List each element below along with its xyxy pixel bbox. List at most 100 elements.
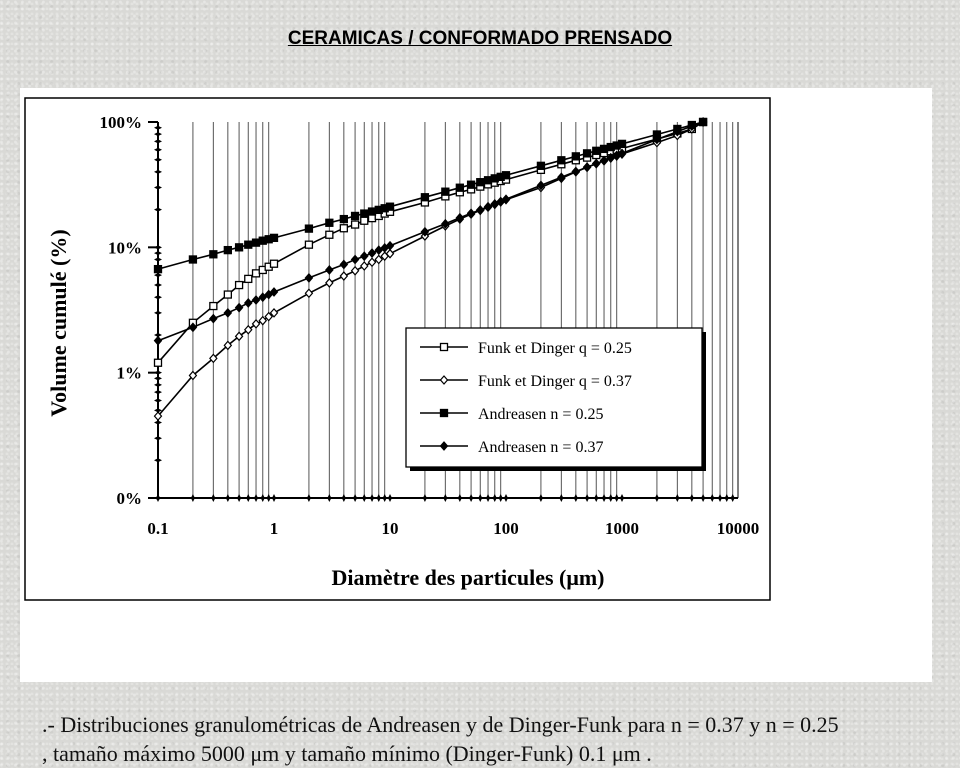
data-point: [153, 335, 163, 346]
data-point: [475, 204, 485, 215]
data-point: [243, 298, 253, 308]
x-tick-label: 1000: [605, 519, 639, 538]
x-tick-label: 1: [270, 519, 279, 538]
data-point: [251, 295, 261, 305]
data-point: [455, 212, 465, 223]
data-point: [304, 240, 314, 249]
data-point: [466, 208, 476, 219]
data-point: [304, 224, 314, 233]
data-point: [536, 161, 546, 170]
data-point: [617, 148, 627, 159]
data-point: [367, 248, 377, 258]
data-point: [339, 224, 348, 233]
data-point: [269, 287, 279, 297]
data-point: [209, 313, 218, 324]
data-point: [188, 322, 198, 333]
data-point: [571, 152, 580, 161]
data-point: [339, 259, 349, 270]
data-point: [269, 259, 279, 268]
data-point: [234, 243, 244, 252]
data-point: [359, 261, 369, 271]
data-point: [374, 254, 384, 265]
data-point: [269, 307, 279, 318]
data-point: [617, 139, 627, 149]
data-point: [251, 238, 261, 247]
data-point: [483, 201, 493, 212]
data-point: [385, 248, 395, 259]
legend-entry: Funk et Dinger q = 0.37: [420, 373, 632, 390]
data-point: [374, 245, 384, 256]
data-point: [360, 216, 369, 225]
data-point: [599, 144, 609, 154]
legend-label: Andreasen n = 0.37: [478, 439, 603, 456]
data-point: [244, 274, 253, 284]
data-point: [325, 218, 334, 227]
data-point: [571, 166, 581, 177]
data-point: [350, 265, 360, 276]
data-point: [592, 146, 601, 155]
data-point: [536, 180, 546, 191]
legend: Funk et Dinger q = 0.25 Funk et Dinger q …: [405, 327, 706, 471]
data-point: [325, 230, 334, 239]
data-point: [223, 290, 232, 299]
legend-entry: Andreasen n = 0.37: [420, 439, 603, 456]
data-point: [698, 117, 708, 127]
series-4: [153, 117, 708, 346]
y-tick-label: 1%: [117, 364, 143, 383]
legend-label: Funk et Dinger q = 0.25: [478, 340, 632, 357]
data-point: [687, 121, 697, 131]
data-point: [385, 202, 395, 211]
data-point: [304, 288, 314, 299]
data-point: [258, 315, 268, 326]
caption-line-2: , tamaño máximo 5000 μm y tamaño mínimo …: [42, 741, 652, 766]
data-point: [223, 307, 233, 318]
data-point: [209, 353, 218, 364]
caption-line-1: .- Distribuciones granulométricas de And…: [42, 712, 839, 737]
data-point: [441, 218, 450, 229]
chart-frame: [24, 97, 771, 601]
data-point: [441, 187, 450, 196]
data-point: [325, 278, 334, 288]
legend-swatch-marker: [439, 408, 449, 418]
data-point: [209, 301, 218, 311]
data-point: [153, 264, 163, 274]
data-point: [234, 302, 244, 313]
data-point: [350, 220, 360, 229]
series-group: [153, 117, 708, 422]
legend-label: Funk et Dinger q = 0.37: [478, 373, 632, 390]
data-point: [673, 126, 682, 137]
axes: 0.1 1 10 100 1000 10000 0% 1% 10% 100%: [100, 113, 760, 538]
x-tick-label: 100: [493, 519, 519, 538]
legend-swatch-marker: [439, 441, 449, 451]
figure-caption: .- Distribuciones granulométricas de And…: [42, 710, 947, 768]
x-tick-label: 0.1: [147, 519, 168, 538]
legend-swatch-marker: [439, 342, 449, 352]
x-tick-label: 10000: [717, 519, 760, 538]
data-point: [188, 370, 198, 381]
data-point: [188, 255, 198, 264]
data-point: [153, 411, 163, 422]
figure-panel: 0.1 1 10 100 1000 10000 0% 1% 10% 100% Diamètre d…: [20, 88, 932, 766]
data-point: [339, 271, 349, 281]
data-point: [501, 194, 511, 205]
data-point: [350, 254, 360, 265]
data-point: [483, 176, 493, 185]
legend-swatch-marker: [439, 375, 449, 385]
data-point: [251, 269, 261, 278]
data-point: [251, 318, 261, 329]
data-point: [455, 183, 464, 192]
data-point: [652, 134, 662, 145]
data-point: [367, 207, 377, 216]
data-point: [476, 178, 485, 187]
data-point: [591, 158, 601, 169]
data-point: [490, 199, 500, 209]
data-point: [234, 331, 244, 342]
x-tick-label: 10: [382, 519, 399, 538]
data-point: [264, 311, 273, 322]
data-point: [223, 245, 232, 255]
data-point: [367, 257, 377, 268]
legend-entry: Funk et Dinger q = 0.25: [420, 340, 632, 357]
data-point: [243, 324, 253, 335]
data-point: [466, 180, 476, 189]
x-axis-title: Diamètre des particules (μm): [332, 565, 605, 590]
